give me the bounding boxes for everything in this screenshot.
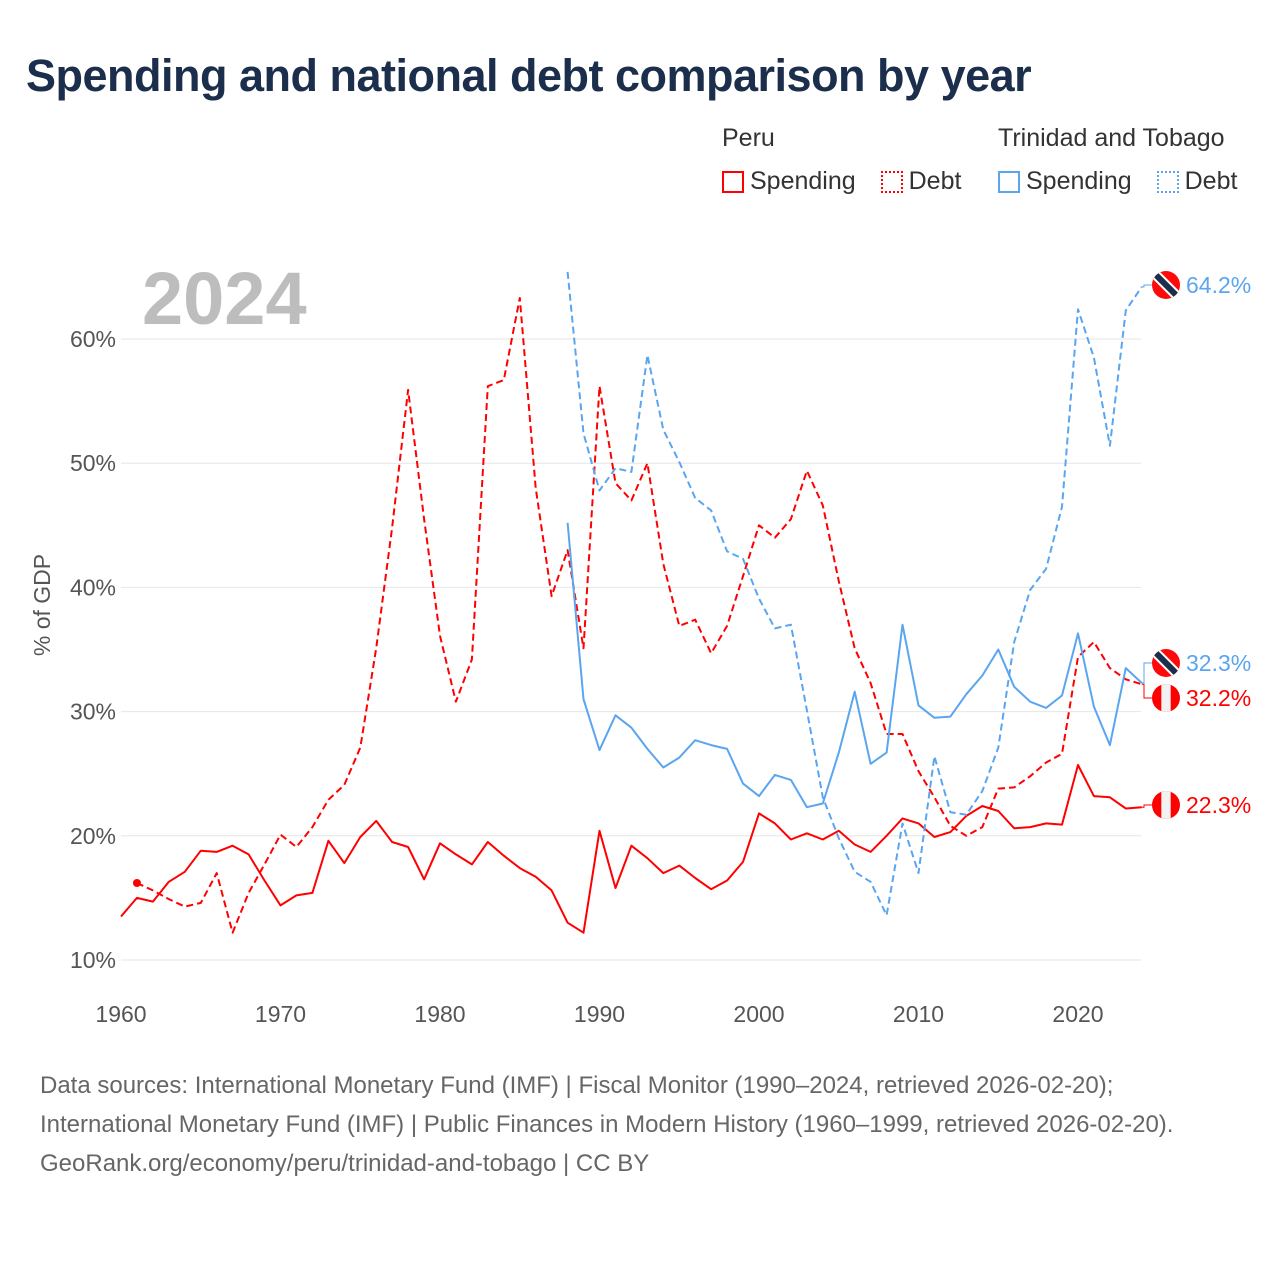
y-tick-label: 40%: [70, 574, 116, 600]
y-tick-label: 10%: [70, 947, 116, 973]
data-sources: Data sources: International Monetary Fun…: [40, 1072, 1174, 1138]
credit-link[interactable]: GeoRank.org/economy/peru/trinidad-and-to…: [40, 1150, 650, 1177]
legend-item-peru-debt[interactable]: Debt: [880, 167, 962, 196]
x-tick-label: 1980: [414, 1001, 465, 1027]
series-start-dot: [132, 878, 141, 887]
end-value-label: 64.2%: [1186, 272, 1251, 298]
legend-item-peru-spending[interactable]: Spending: [722, 167, 856, 196]
y-tick-label: 30%: [70, 699, 116, 725]
series-line-trinidad-and-tobago-debt[interactable]: [566, 271, 1143, 917]
x-tick-label: 2010: [893, 1001, 944, 1027]
end-value-label: 22.3%: [1186, 792, 1251, 818]
legend-item-tt-spending[interactable]: Spending: [998, 167, 1132, 196]
peru-flag-icon: [1152, 684, 1180, 712]
dotted-swatch-icon: [1156, 170, 1179, 193]
legend-group-label: Peru: [722, 124, 775, 152]
label-connector: [1141, 662, 1152, 684]
label-connector: [1141, 804, 1152, 808]
legend-group-label: Trinidad and Tobago: [998, 124, 1225, 152]
x-tick-label: 1990: [574, 1001, 625, 1027]
x-tick-label: 1970: [255, 1001, 306, 1027]
end-value-label: 32.3%: [1186, 650, 1251, 676]
x-tick-label: 2000: [733, 1001, 784, 1027]
legend-item-tt-debt[interactable]: Debt: [1156, 167, 1238, 196]
trinidad-and-tobago-flag-icon: [1152, 271, 1180, 299]
y-axis-label: % of GDP: [29, 554, 55, 656]
y-tick-label: 60%: [70, 326, 116, 352]
legend-label: Spending: [1026, 167, 1132, 195]
legend-label: Spending: [750, 167, 856, 195]
x-tick-label: 1960: [95, 1001, 146, 1027]
series-line-trinidad-and-tobago-spending[interactable]: [566, 522, 1143, 809]
y-tick-label: 50%: [70, 450, 116, 476]
footer: Data sources: International Monetary Fun…: [40, 1066, 1240, 1183]
legend-group-trinidad-and-tobago: Trinidad and Tobago Spending Debt: [998, 124, 1253, 200]
series-line-peru-spending[interactable]: [120, 764, 1142, 934]
trinidad-and-tobago-flag-icon: [1152, 649, 1180, 677]
series-line-peru-debt[interactable]: [136, 297, 1143, 934]
peru-flag-icon: [1152, 791, 1180, 819]
dotted-swatch-icon: [880, 170, 903, 193]
x-tick-label: 2020: [1052, 1001, 1103, 1027]
end-value-label: 32.2%: [1186, 685, 1251, 711]
label-connector: [1141, 284, 1152, 288]
legend-label: Debt: [1184, 167, 1238, 195]
label-connector: [1141, 683, 1152, 699]
solid-swatch-icon: [998, 170, 1020, 193]
year-label: 2024: [142, 257, 307, 340]
solid-swatch-icon: [722, 170, 744, 193]
y-tick-label: 20%: [70, 823, 116, 849]
chart-title: Spending and national debt comparison by…: [26, 50, 1032, 101]
legend-label: Debt: [908, 167, 962, 195]
legend-group-peru: Peru Spending Debt: [722, 124, 977, 200]
